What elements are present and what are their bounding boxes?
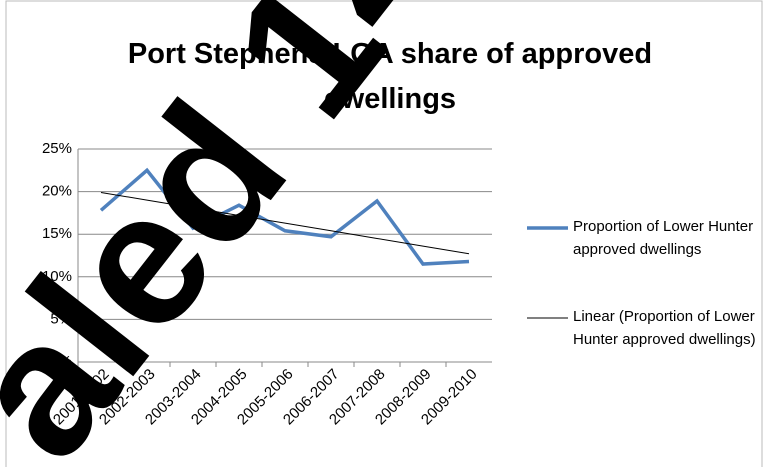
y-tick-label: 0% xyxy=(50,353,72,370)
y-tick-label: 15% xyxy=(42,225,72,242)
chart-title: Port Stephens LGA share of approved dwel… xyxy=(127,38,653,115)
y-tick-label: 5% xyxy=(50,310,72,327)
y-tick-label: 25% xyxy=(42,140,72,157)
y-tick-label: 10% xyxy=(42,268,72,285)
legend-box: Linear (Proportion of Lower Hunter appro… xyxy=(573,308,756,348)
chart-frame xyxy=(5,0,763,472)
y-tick-label: 20% xyxy=(42,183,72,200)
trend-line xyxy=(100,191,470,255)
data-line xyxy=(99,167,470,266)
title-box: Port Stephens LGA share of approved dwel… xyxy=(127,38,653,115)
legend-label: Proportion of Lower Hunter approved dwel… xyxy=(573,218,754,258)
legend-label: Linear (Proportion of Lower Hunter appro… xyxy=(573,308,756,348)
legend-box: Proportion of Lower Hunter approved dwel… xyxy=(573,218,754,258)
